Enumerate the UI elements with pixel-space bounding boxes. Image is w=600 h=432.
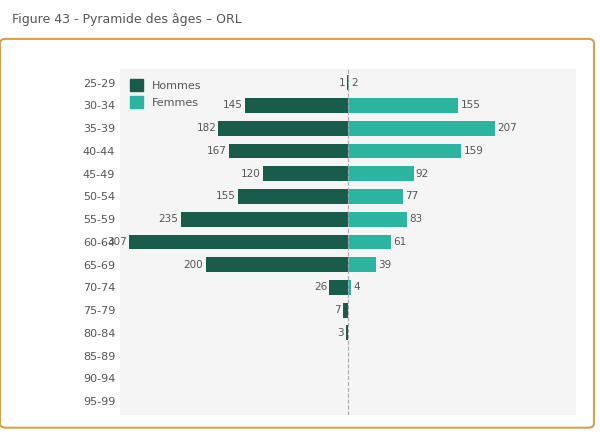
Bar — [348, 235, 391, 249]
Text: 159: 159 — [463, 146, 484, 156]
Bar — [348, 189, 403, 204]
Text: 200: 200 — [184, 260, 203, 270]
Bar — [129, 235, 348, 249]
Text: 92: 92 — [416, 169, 429, 179]
Bar — [245, 98, 348, 113]
Bar — [348, 121, 496, 136]
Text: 155: 155 — [215, 191, 235, 201]
Text: 4: 4 — [353, 283, 359, 292]
Text: 83: 83 — [409, 214, 422, 224]
Text: 77: 77 — [405, 191, 418, 201]
Bar — [348, 143, 461, 159]
Text: 235: 235 — [158, 214, 178, 224]
Bar — [348, 257, 376, 272]
Bar — [348, 166, 413, 181]
Text: 207: 207 — [497, 123, 517, 133]
Bar — [229, 143, 348, 159]
Text: 3: 3 — [337, 328, 344, 338]
Bar — [238, 189, 348, 204]
Text: 182: 182 — [196, 123, 216, 133]
Legend: Hommes, Femmes: Hommes, Femmes — [125, 75, 206, 112]
Text: Figure 43 - Pyramide des âges – ORL: Figure 43 - Pyramide des âges – ORL — [12, 13, 242, 26]
Bar — [348, 98, 458, 113]
Text: 61: 61 — [394, 237, 407, 247]
Text: 39: 39 — [378, 260, 391, 270]
Bar — [263, 166, 348, 181]
Bar — [343, 303, 348, 318]
Text: 167: 167 — [207, 146, 227, 156]
Text: 1: 1 — [338, 78, 345, 88]
Text: 7: 7 — [334, 305, 341, 315]
Text: 155: 155 — [461, 101, 481, 111]
Text: 2: 2 — [352, 78, 358, 88]
Text: 145: 145 — [223, 101, 242, 111]
Text: 26: 26 — [314, 283, 328, 292]
Text: 307: 307 — [107, 237, 127, 247]
Bar — [348, 75, 349, 90]
Bar — [218, 121, 348, 136]
Bar — [347, 75, 348, 90]
Bar — [348, 212, 407, 226]
Bar — [181, 212, 348, 226]
Bar — [205, 257, 348, 272]
Text: 120: 120 — [241, 169, 260, 179]
Bar — [346, 325, 348, 340]
Bar — [348, 280, 351, 295]
Bar — [329, 280, 348, 295]
